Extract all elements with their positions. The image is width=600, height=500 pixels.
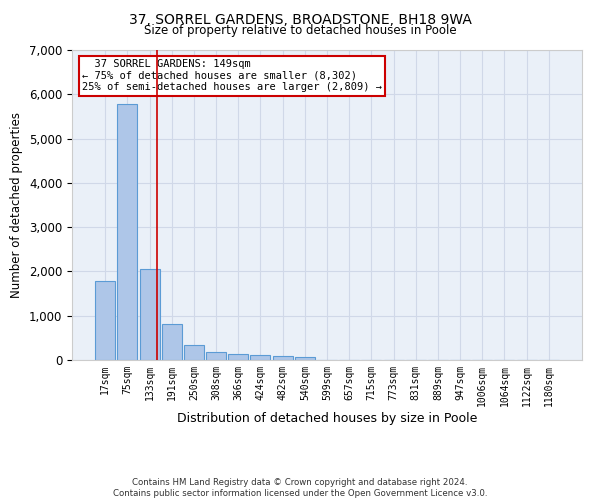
Bar xyxy=(272,356,293,360)
Y-axis label: Number of detached properties: Number of detached properties xyxy=(10,112,23,298)
Bar xyxy=(140,269,160,360)
Bar xyxy=(118,104,137,360)
Bar xyxy=(95,281,115,360)
Bar xyxy=(295,358,315,360)
Bar xyxy=(206,352,226,360)
Text: Size of property relative to detached houses in Poole: Size of property relative to detached ho… xyxy=(143,24,457,37)
Text: 37 SORREL GARDENS: 149sqm
← 75% of detached houses are smaller (8,302)
25% of se: 37 SORREL GARDENS: 149sqm ← 75% of detac… xyxy=(82,60,382,92)
Text: Contains HM Land Registry data © Crown copyright and database right 2024.
Contai: Contains HM Land Registry data © Crown c… xyxy=(113,478,487,498)
Bar xyxy=(228,354,248,360)
Text: 37, SORREL GARDENS, BROADSTONE, BH18 9WA: 37, SORREL GARDENS, BROADSTONE, BH18 9WA xyxy=(128,12,472,26)
Bar xyxy=(250,355,271,360)
Bar xyxy=(184,345,204,360)
Bar xyxy=(162,324,182,360)
X-axis label: Distribution of detached houses by size in Poole: Distribution of detached houses by size … xyxy=(177,412,477,424)
